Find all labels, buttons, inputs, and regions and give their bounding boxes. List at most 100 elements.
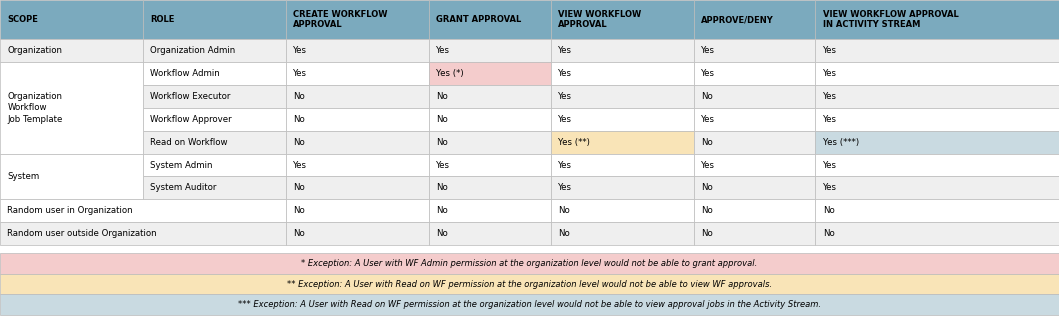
Text: No: No	[701, 229, 713, 238]
Text: Yes: Yes	[558, 92, 572, 101]
Bar	[143, 154, 286, 176]
Bar	[815, 0, 1059, 39]
Text: Organization
Workflow
Job Template: Organization Workflow Job Template	[7, 92, 62, 124]
Text: Workflow Approver: Workflow Approver	[150, 115, 232, 124]
Bar	[429, 85, 551, 108]
Bar	[0, 39, 143, 62]
Text: No: No	[436, 206, 448, 215]
Text: Yes: Yes	[701, 115, 715, 124]
Bar	[429, 0, 551, 39]
Bar	[694, 62, 815, 85]
Text: No: No	[293, 229, 305, 238]
Bar	[551, 222, 694, 245]
Bar	[551, 154, 694, 176]
Text: No: No	[558, 206, 570, 215]
Bar	[694, 39, 815, 62]
Text: No: No	[293, 206, 305, 215]
Text: System Auditor: System Auditor	[150, 183, 217, 192]
Bar	[551, 131, 694, 154]
Text: SCOPE: SCOPE	[7, 15, 38, 24]
Bar	[143, 176, 286, 199]
Text: Yes: Yes	[558, 69, 572, 78]
Bar	[815, 199, 1059, 222]
Text: APPROVE/DENY: APPROVE/DENY	[701, 15, 774, 24]
Bar	[429, 222, 551, 245]
Bar	[551, 85, 694, 108]
Bar	[429, 131, 551, 154]
Bar	[815, 154, 1059, 176]
Bar	[286, 108, 429, 131]
Text: Yes: Yes	[701, 46, 715, 55]
Text: ** Exception: A User with Read on WF permission at the organization level would : ** Exception: A User with Read on WF per…	[287, 280, 772, 289]
Text: Yes: Yes	[558, 46, 572, 55]
Bar	[286, 131, 429, 154]
Bar	[0, 62, 143, 154]
Bar	[429, 199, 551, 222]
Text: *** Exception: A User with Read on WF permission at the organization level would: *** Exception: A User with Read on WF pe…	[238, 300, 821, 309]
Text: Random user in Organization: Random user in Organization	[7, 206, 133, 215]
Bar	[551, 0, 694, 39]
Bar	[0, 274, 1059, 294]
Bar	[815, 85, 1059, 108]
Text: Yes (*): Yes (*)	[436, 69, 464, 78]
Text: Yes: Yes	[558, 161, 572, 169]
Bar	[143, 131, 286, 154]
Text: No: No	[701, 206, 713, 215]
Text: Organization Admin: Organization Admin	[150, 46, 236, 55]
Bar	[815, 108, 1059, 131]
Text: Yes: Yes	[701, 161, 715, 169]
Text: Yes: Yes	[823, 69, 837, 78]
Bar	[429, 176, 551, 199]
Text: No: No	[436, 92, 448, 101]
Bar	[551, 108, 694, 131]
Text: * Exception: A User with WF Admin permission at the organization level would not: * Exception: A User with WF Admin permis…	[302, 259, 757, 268]
Text: No: No	[701, 92, 713, 101]
Text: Yes: Yes	[436, 161, 450, 169]
Text: Yes: Yes	[558, 183, 572, 192]
Bar	[286, 199, 429, 222]
Bar	[0, 222, 286, 245]
Text: System: System	[7, 172, 39, 181]
Bar	[694, 108, 815, 131]
Bar	[694, 176, 815, 199]
Bar	[143, 108, 286, 131]
Text: ROLE: ROLE	[150, 15, 175, 24]
Bar	[694, 222, 815, 245]
Text: No: No	[436, 183, 448, 192]
Text: No: No	[436, 138, 448, 147]
Bar	[286, 85, 429, 108]
Bar	[694, 0, 815, 39]
Text: Yes: Yes	[823, 161, 837, 169]
Text: Yes: Yes	[823, 46, 837, 55]
Text: No: No	[293, 92, 305, 101]
Text: No: No	[293, 138, 305, 147]
Text: Yes: Yes	[293, 161, 307, 169]
Bar	[143, 85, 286, 108]
Text: Workflow Admin: Workflow Admin	[150, 69, 220, 78]
Text: Yes: Yes	[823, 115, 837, 124]
Text: Random user outside Organization: Random user outside Organization	[7, 229, 157, 238]
Bar	[815, 131, 1059, 154]
Text: No: No	[436, 115, 448, 124]
Text: No: No	[701, 183, 713, 192]
Bar	[694, 199, 815, 222]
Text: Yes: Yes	[823, 92, 837, 101]
Bar	[143, 39, 286, 62]
Text: Yes (***): Yes (***)	[823, 138, 859, 147]
Bar	[286, 62, 429, 85]
Bar	[286, 0, 429, 39]
Bar	[551, 39, 694, 62]
Bar	[815, 39, 1059, 62]
Text: Yes: Yes	[436, 46, 450, 55]
Bar	[551, 62, 694, 85]
Text: CREATE WORKFLOW
APPROVAL: CREATE WORKFLOW APPROVAL	[293, 10, 388, 30]
Bar	[551, 176, 694, 199]
Text: Yes: Yes	[558, 115, 572, 124]
Text: VIEW WORKFLOW APPROVAL
IN ACTIVITY STREAM: VIEW WORKFLOW APPROVAL IN ACTIVITY STREA…	[823, 10, 958, 30]
Text: No: No	[293, 115, 305, 124]
Bar	[815, 222, 1059, 245]
Text: Yes: Yes	[701, 69, 715, 78]
Bar	[0, 199, 286, 222]
Text: No: No	[823, 229, 834, 238]
Bar	[286, 39, 429, 62]
